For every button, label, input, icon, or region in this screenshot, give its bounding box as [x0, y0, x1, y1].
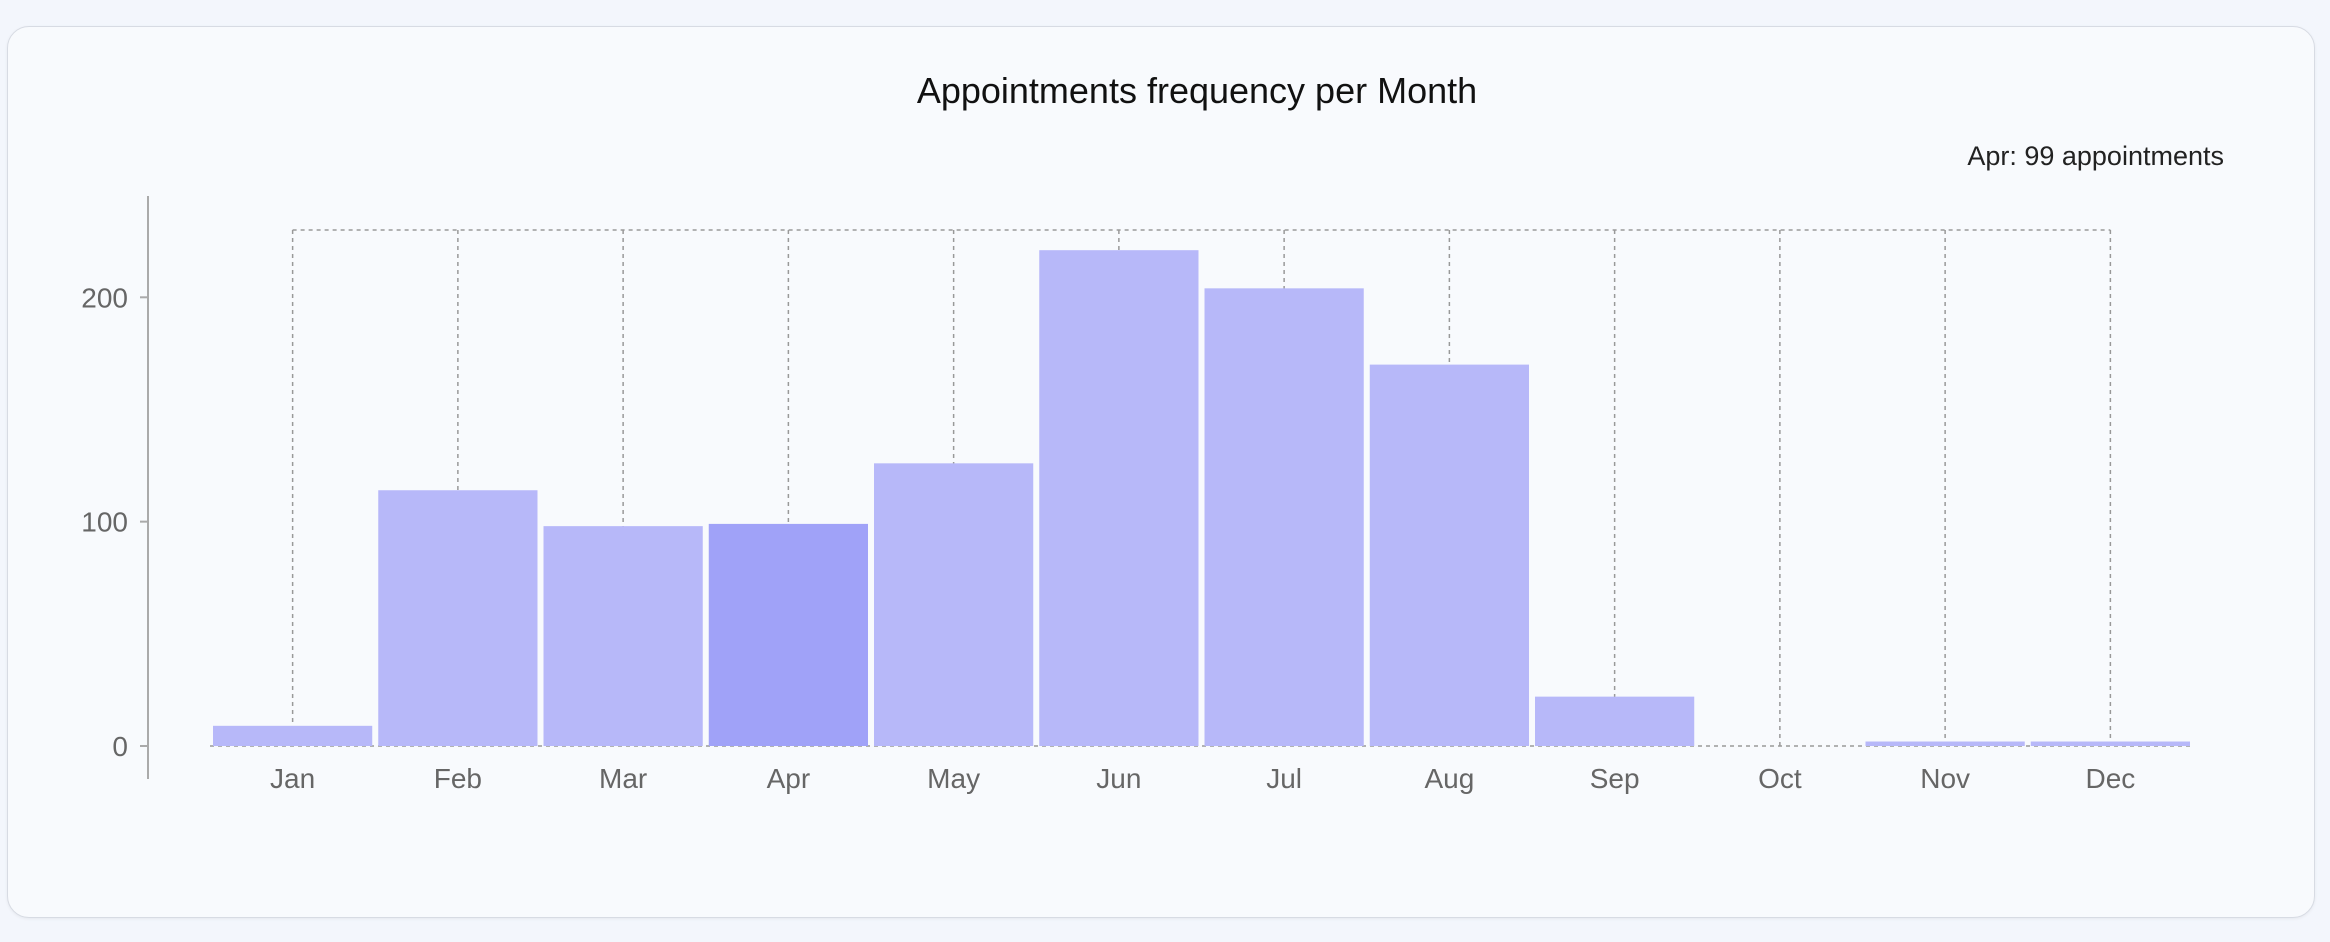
x-tick-label: Feb	[434, 763, 482, 794]
x-tick-label: Mar	[599, 763, 647, 794]
x-tick-label: Apr	[767, 763, 811, 794]
tick-labels: Jan Feb Mar Apr May Jun Jul Aug Sep Oct Nov Dec 0 100…	[81, 282, 2135, 794]
bar-feb[interactable]	[378, 490, 538, 746]
x-tick-label: Sep	[1590, 763, 1640, 794]
bar-jan[interactable]	[213, 725, 373, 746]
x-tick-label: May	[927, 763, 980, 794]
bars	[213, 250, 2190, 747]
axes	[140, 196, 149, 779]
x-tick-label: Aug	[1424, 763, 1474, 794]
bar-nov[interactable]	[1865, 741, 2025, 746]
bar-sep[interactable]	[1535, 696, 1695, 746]
x-tick-label: Jun	[1096, 763, 1141, 794]
bar-jul[interactable]	[1204, 288, 1364, 746]
bar-mar[interactable]	[543, 526, 703, 746]
x-tick-label: Nov	[1920, 763, 1970, 794]
bar-jun[interactable]	[1039, 250, 1199, 747]
bar-dec[interactable]	[2030, 741, 2190, 746]
y-tick-label: 100	[81, 507, 128, 538]
hover-info-text: Apr: 99 appointments	[1967, 141, 2224, 171]
y-tick-label: 200	[81, 282, 128, 313]
x-tick-label: Dec	[2085, 763, 2135, 794]
bar-aug[interactable]	[1369, 364, 1529, 746]
chart-title: Appointments frequency per Month	[916, 70, 1478, 111]
x-tick-label: Jan	[270, 763, 315, 794]
bar-may[interactable]	[874, 463, 1034, 746]
y-tick-label: 0	[112, 731, 128, 762]
x-tick-label: Oct	[1758, 763, 1802, 794]
x-tick-label: Jul	[1266, 763, 1302, 794]
bar-apr[interactable]	[708, 523, 868, 746]
